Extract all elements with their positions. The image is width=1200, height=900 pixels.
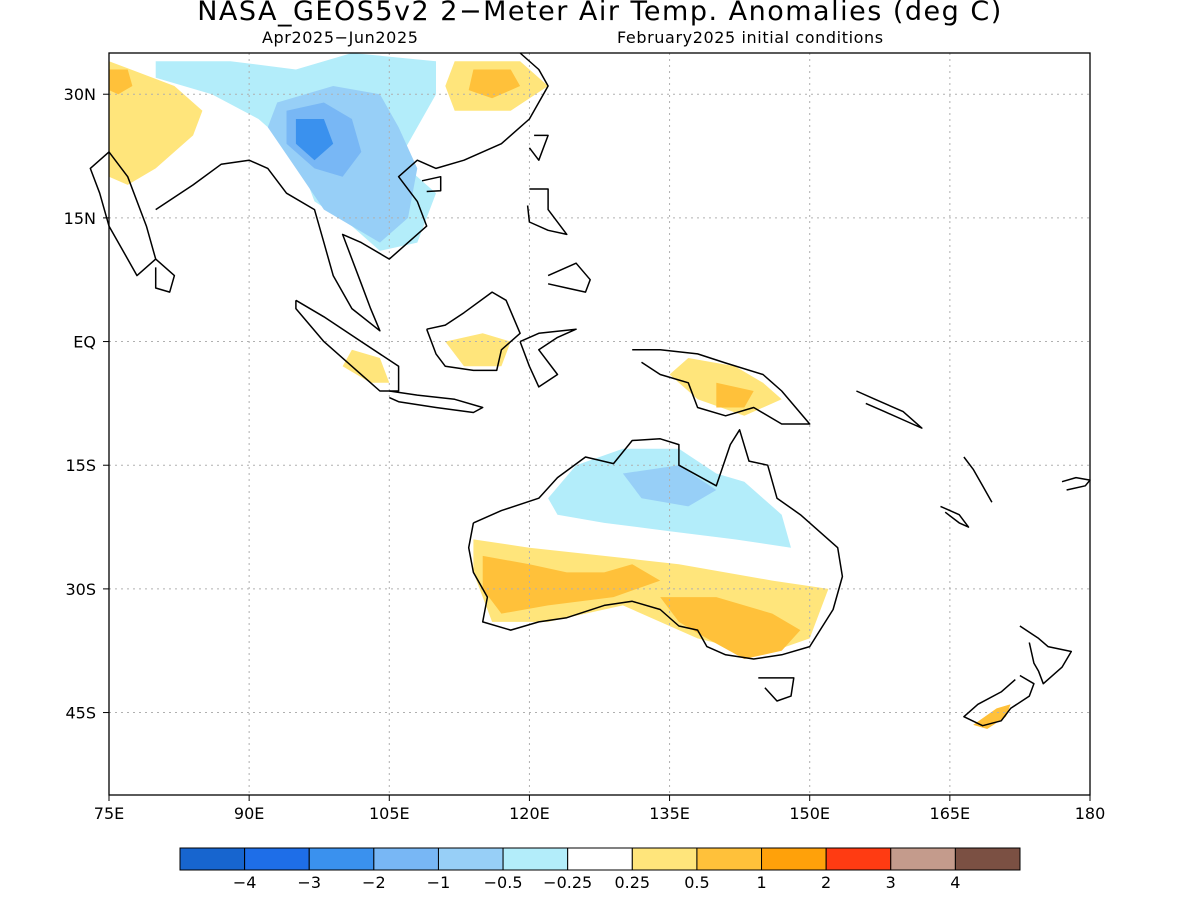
lon-label-0: 75E — [94, 804, 124, 823]
coast-bay-of-bengal-coast — [155, 52, 549, 332]
colorbar-label-7: 0.5 — [684, 873, 709, 892]
anomaly-new-zealand-south-warm — [973, 704, 1011, 729]
coast-tasmania — [758, 677, 795, 702]
lon-label-3: 120E — [509, 804, 550, 823]
colorbar-swatch-0 — [179, 847, 246, 871]
lon-label-7: 180 — [1075, 804, 1106, 823]
colorbar-label-9: 2 — [821, 873, 831, 892]
coast-hainan — [421, 175, 442, 193]
colorbar-label-8: 1 — [756, 873, 766, 892]
coast-new-caledonia — [940, 505, 970, 528]
coast-new-zealand-north — [1019, 625, 1073, 685]
map-frame — [108, 52, 1091, 796]
coast-java — [388, 390, 484, 414]
colorbar-swatch-8 — [696, 847, 763, 871]
anomaly-northwest-india-warm — [109, 69, 133, 95]
coast-mindanao — [547, 262, 591, 293]
colorbar: −4 −3 −2 −1 −0.5 −0.25 0.25 0.5 1 2 3 4 — [179, 847, 1021, 892]
coast-fiji — [1061, 476, 1091, 491]
anomaly-new-guinea-warm-core — [716, 382, 754, 408]
map-title: NASA_GEOS5v2 2−Meter Air Temp. Anomalies… — [197, 0, 1003, 27]
coastlines — [89, 52, 1091, 727]
colorbar-label-6: 0.25 — [614, 873, 650, 892]
colorbar-label-11: 4 — [950, 873, 960, 892]
graticule — [109, 53, 1090, 795]
colorbar-swatch-10 — [825, 847, 892, 871]
lat-label-0: 30N — [64, 85, 96, 104]
lat-label-3: 15S — [65, 456, 96, 475]
coast-taiwan — [528, 134, 549, 161]
colorbar-swatch-3 — [373, 847, 439, 871]
lon-label-4: 135E — [649, 804, 690, 823]
latitude-labels: 30N 15N EQ 15S 30S 45S — [64, 85, 109, 723]
lat-label-5: 45S — [65, 704, 96, 723]
colorbar-label-2: −2 — [362, 873, 386, 892]
lon-label-5: 150E — [789, 804, 830, 823]
coast-luzon — [526, 188, 568, 236]
longitude-labels: 75E 90E 105E 120E 135E 150E 165E 180 — [94, 795, 1106, 823]
colorbar-swatch-6 — [567, 847, 633, 871]
colorbar-label-1: −3 — [297, 873, 321, 892]
anomaly-myanmar-cool — [295, 119, 334, 161]
colorbar-label-3: −1 — [427, 873, 451, 892]
initial-conditions: February2025 initial conditions — [617, 28, 884, 47]
lon-label-1: 90E — [234, 804, 264, 823]
colorbar-swatch-12 — [954, 847, 1021, 871]
colorbar-swatch-2 — [308, 847, 375, 871]
coast-sri-lanka — [154, 258, 176, 293]
coast-sulawesi — [519, 328, 577, 388]
colorbar-swatch-7 — [631, 847, 698, 871]
colorbar-swatch-4 — [437, 847, 504, 871]
lon-label-6: 165E — [930, 804, 971, 823]
lon-label-2: 105E — [369, 804, 410, 823]
colorbar-swatch-9 — [761, 847, 827, 871]
lat-label-2: EQ — [73, 333, 96, 352]
colorbar-swatch-1 — [244, 847, 310, 871]
coast-india-coast — [89, 151, 157, 277]
anomaly-australia-southwest-warm — [482, 555, 661, 614]
lat-label-1: 15N — [64, 209, 96, 228]
forecast-period: Apr2025−Jun2025 — [262, 28, 419, 47]
colorbar-label-10: 3 — [886, 873, 896, 892]
anomaly-fills — [109, 53, 1011, 729]
anomaly-west-india-warm — [109, 61, 203, 185]
colorbar-swatch-5 — [502, 847, 569, 871]
anomaly-sumatra-warm — [342, 349, 390, 383]
coast-solomon-islands — [856, 390, 923, 429]
anomaly-australia-southeast-warm — [660, 597, 801, 659]
coast-borneo — [425, 291, 521, 372]
colorbar-label-0: −4 — [233, 873, 257, 892]
colorbar-swatch-11 — [890, 847, 956, 871]
coast-vanuatu — [963, 456, 993, 503]
coast-new-zealand-south — [963, 674, 1035, 727]
colorbar-label-4: −0.5 — [484, 873, 523, 892]
colorbar-label-5: −0.25 — [543, 873, 592, 892]
lat-label-4: 30S — [65, 580, 96, 599]
coast-australia — [467, 429, 844, 660]
coast-sumatra — [295, 299, 400, 392]
coast-new-guinea — [632, 349, 811, 425]
anomaly-east-china-warm-core — [468, 69, 521, 99]
